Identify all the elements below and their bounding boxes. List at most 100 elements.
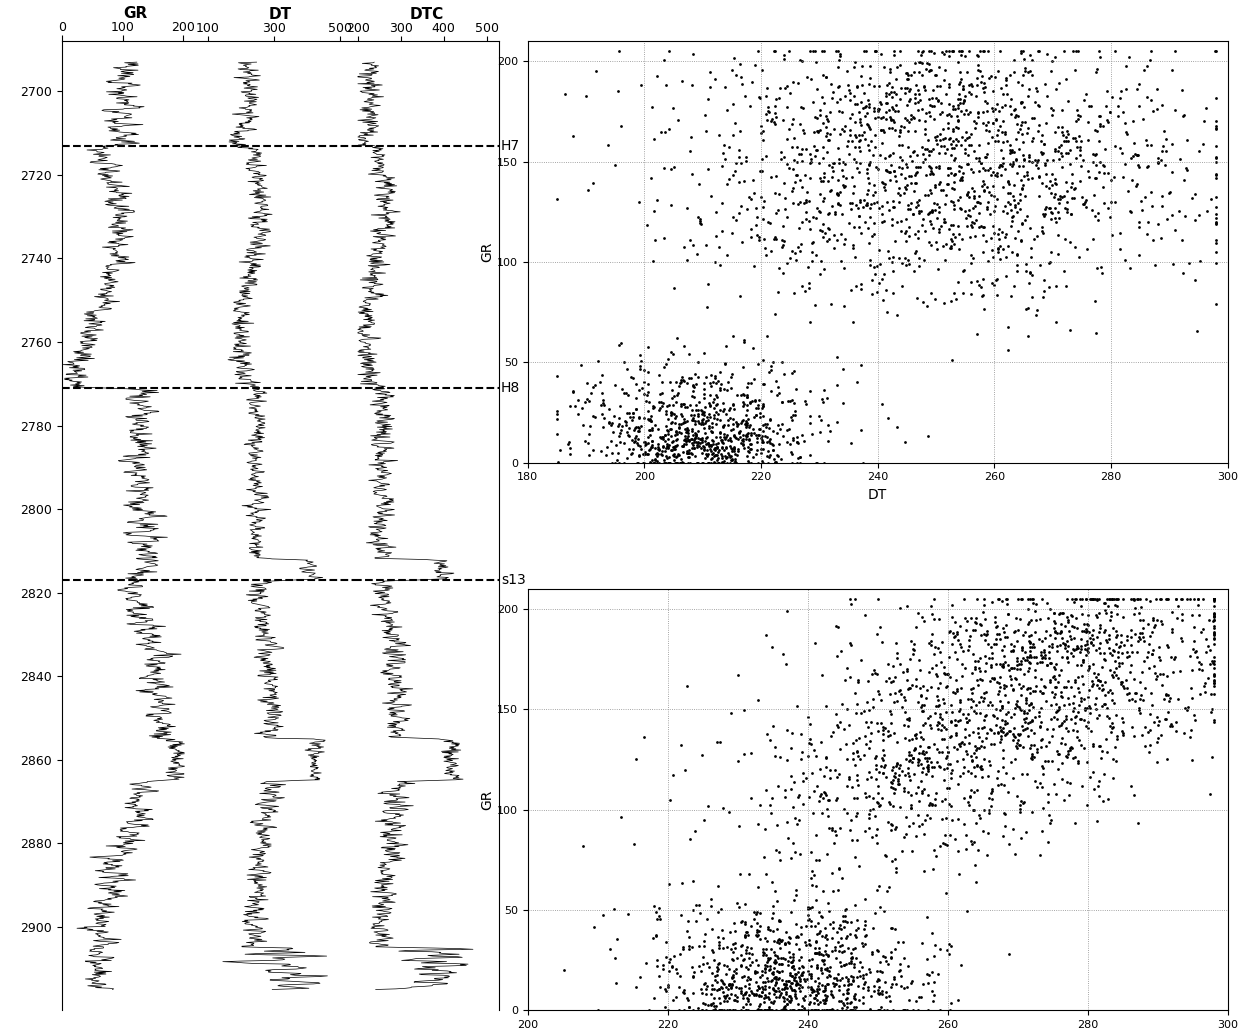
Point — [764, 980, 784, 997]
Point — [888, 773, 908, 790]
Point — [660, 951, 680, 967]
Point — [1048, 119, 1068, 135]
Point — [749, 1002, 769, 1019]
Point — [833, 942, 853, 959]
Point — [987, 127, 1007, 143]
Point — [1195, 685, 1215, 701]
Point — [779, 43, 799, 60]
Point — [892, 118, 911, 134]
Point — [805, 944, 825, 961]
Point — [692, 1002, 712, 1019]
Point — [636, 437, 656, 454]
Point — [1019, 633, 1039, 650]
Point — [894, 689, 914, 705]
Point — [816, 787, 836, 803]
Point — [828, 140, 848, 157]
Point — [849, 207, 869, 224]
Point — [993, 724, 1013, 740]
Point — [676, 421, 696, 437]
Point — [1042, 639, 1061, 656]
Point — [926, 66, 946, 82]
Point — [926, 233, 946, 250]
Point — [883, 111, 903, 128]
Point — [684, 417, 704, 433]
Point — [994, 629, 1014, 645]
Point — [851, 954, 870, 970]
Point — [737, 379, 756, 396]
Point — [997, 70, 1017, 87]
Point — [738, 993, 758, 1009]
Point — [929, 144, 949, 161]
Point — [1202, 701, 1221, 718]
Point — [1045, 210, 1065, 227]
Point — [662, 413, 682, 430]
Point — [761, 358, 781, 374]
Point — [913, 760, 932, 776]
Point — [1045, 686, 1065, 702]
Point — [910, 756, 930, 772]
Point — [950, 694, 970, 710]
Point — [701, 891, 720, 907]
Point — [1097, 200, 1117, 217]
Point — [703, 432, 723, 448]
Point — [1117, 628, 1137, 644]
Point — [1207, 169, 1226, 186]
Point — [667, 330, 687, 346]
Point — [899, 679, 919, 696]
Point — [1070, 591, 1090, 607]
Point — [1207, 244, 1226, 261]
Point — [980, 757, 999, 773]
Point — [864, 665, 884, 681]
Point — [759, 455, 779, 471]
Point — [1054, 792, 1074, 808]
Point — [893, 1002, 913, 1019]
Point — [899, 712, 919, 729]
Point — [954, 78, 973, 95]
Point — [1145, 713, 1164, 730]
Point — [713, 441, 733, 458]
Point — [791, 967, 811, 984]
Point — [781, 903, 801, 920]
Point — [1089, 605, 1109, 622]
Point — [636, 445, 656, 462]
Point — [977, 846, 997, 863]
Point — [924, 82, 944, 99]
Point — [740, 98, 760, 114]
Point — [998, 319, 1018, 335]
Point — [817, 962, 837, 978]
Point — [903, 972, 923, 989]
Point — [697, 430, 717, 446]
Point — [1207, 232, 1226, 248]
Point — [1019, 660, 1039, 676]
Point — [968, 188, 988, 204]
Point — [689, 176, 709, 193]
Point — [765, 952, 785, 968]
Point — [1153, 691, 1173, 707]
Point — [817, 969, 837, 986]
Point — [1079, 624, 1099, 640]
Point — [766, 205, 786, 222]
Point — [1016, 690, 1035, 706]
Point — [920, 795, 940, 811]
Point — [661, 343, 681, 360]
Point — [807, 142, 827, 159]
Point — [928, 722, 947, 738]
Point — [872, 214, 892, 231]
Point — [867, 771, 887, 788]
Point — [921, 660, 941, 676]
Point — [837, 913, 857, 930]
Point — [681, 445, 701, 462]
Point — [573, 417, 593, 433]
Point — [795, 282, 815, 299]
Point — [1166, 723, 1185, 739]
Point — [813, 995, 833, 1011]
Point — [751, 151, 771, 167]
Point — [1016, 652, 1035, 668]
Point — [1204, 625, 1224, 641]
Point — [1002, 709, 1022, 726]
Point — [1189, 655, 1209, 671]
Point — [1054, 712, 1074, 729]
Point — [589, 353, 609, 369]
Point — [919, 635, 939, 652]
Point — [1058, 133, 1078, 149]
